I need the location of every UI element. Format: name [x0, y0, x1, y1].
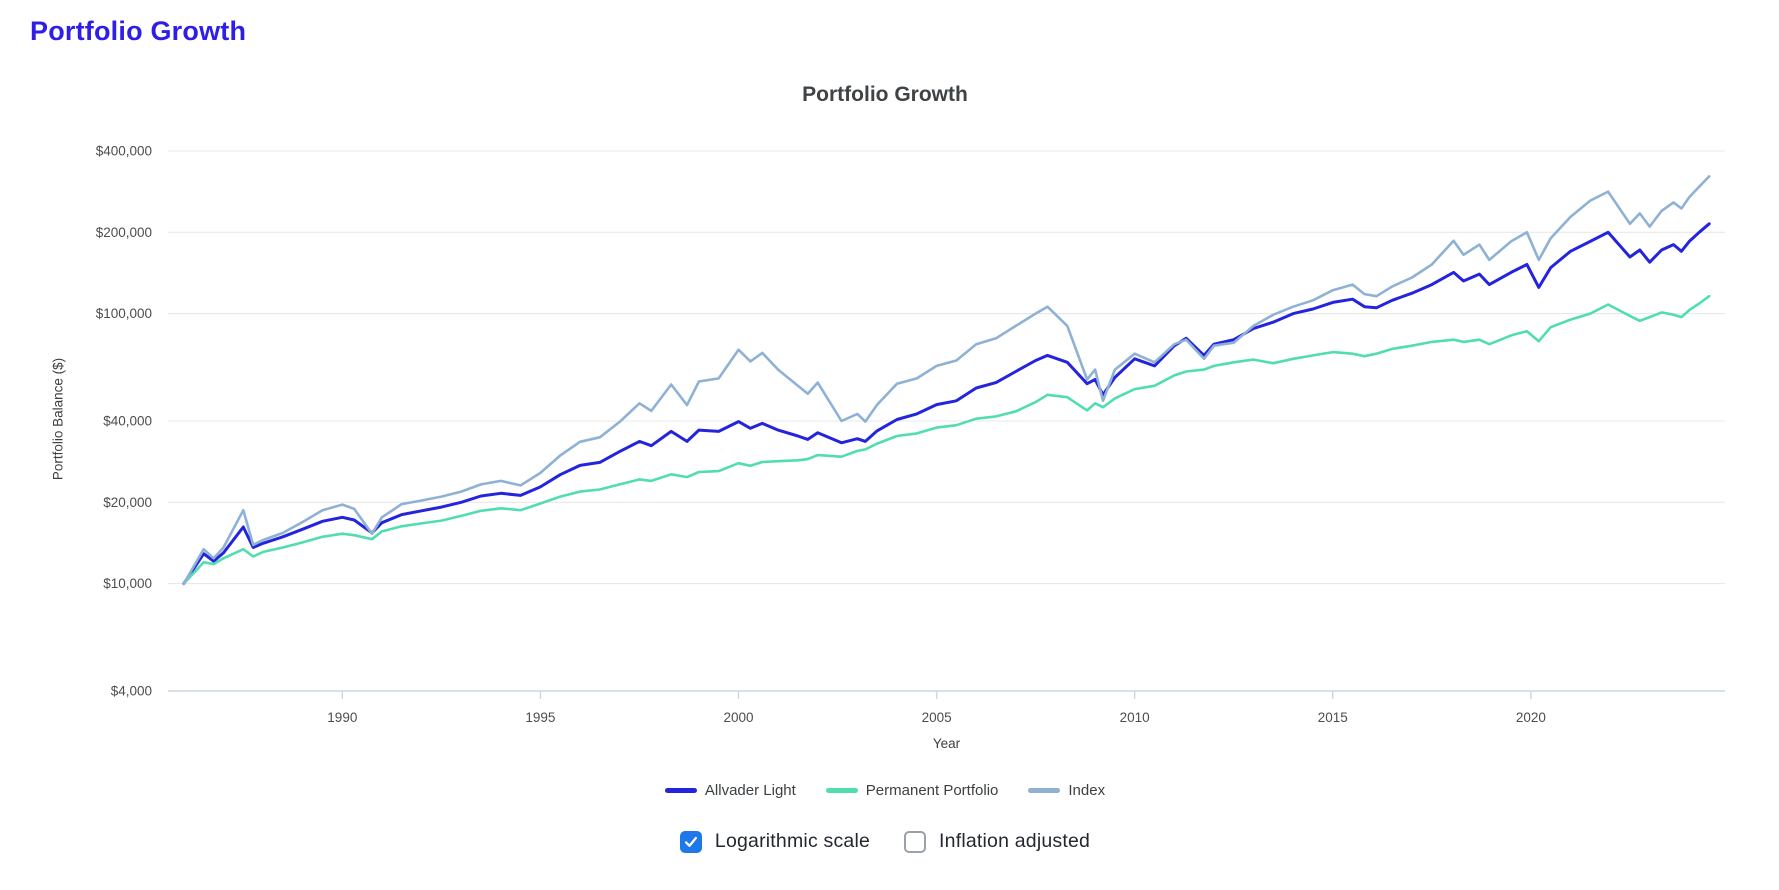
y-tick-label: $40,000 [103, 414, 152, 429]
logarithmic-scale-checkbox[interactable] [679, 830, 702, 853]
x-tick-label: 2015 [1318, 710, 1348, 725]
chart-legend: Allvader Light Permanent Portfolio Index [0, 782, 1770, 799]
series-line-index [182, 175, 1711, 585]
legend-label: Permanent Portfolio [865, 782, 999, 799]
series-line-permanent-portfolio [182, 294, 1711, 585]
page-title: Portfolio Growth [30, 16, 247, 46]
inflation-adjusted-checkbox[interactable] [904, 830, 927, 853]
gridlines: $400,000 $200,000 $100,000 $40,000 $20,000 $1… [96, 144, 1725, 725]
logarithmic-scale-control[interactable]: Logarithmic scale [679, 830, 871, 853]
x-tick-label: 1990 [327, 710, 357, 725]
inflation-adjusted-label: Inflation adjusted [939, 830, 1091, 852]
y-tick-label: $200,000 [96, 225, 152, 240]
chart-controls: Logarithmic scale Inflation adjusted [0, 830, 1770, 853]
logarithmic-scale-label: Logarithmic scale [714, 830, 871, 852]
series-line-allvader-light [182, 222, 1711, 586]
y-tick-label: $4,000 [111, 684, 152, 699]
x-axis-title: Year [932, 736, 961, 751]
x-tick-label: 2020 [1516, 710, 1546, 725]
legend-item-permanent-portfolio[interactable]: Permanent Portfolio [825, 782, 999, 799]
y-axis-title: Portfolio Balance ($) [50, 357, 66, 481]
inflation-adjusted-control[interactable]: Inflation adjusted [904, 830, 1090, 853]
y-tick-label: $20,000 [103, 495, 152, 510]
x-tick-label: 2005 [922, 710, 952, 725]
x-tick-label: 1995 [525, 710, 555, 725]
legend-label: Index [1068, 782, 1106, 799]
legend-item-allvader-light[interactable]: Allvader Light [664, 782, 796, 799]
chart-title: Portfolio Growth [802, 83, 968, 106]
checkmark-icon [684, 836, 697, 847]
legend-item-index[interactable]: Index [1028, 782, 1105, 799]
y-tick-label: $400,000 [96, 144, 152, 159]
legend-label: Allvader Light [704, 782, 796, 799]
x-tick-label: 2000 [723, 710, 753, 725]
x-tick-label: 2010 [1120, 710, 1150, 725]
y-tick-label: $10,000 [103, 576, 152, 591]
allvader-light-swatch [664, 788, 697, 793]
y-tick-label: $100,000 [96, 306, 152, 321]
permanent-portfolio-swatch [825, 788, 858, 793]
index-swatch [1028, 788, 1061, 793]
